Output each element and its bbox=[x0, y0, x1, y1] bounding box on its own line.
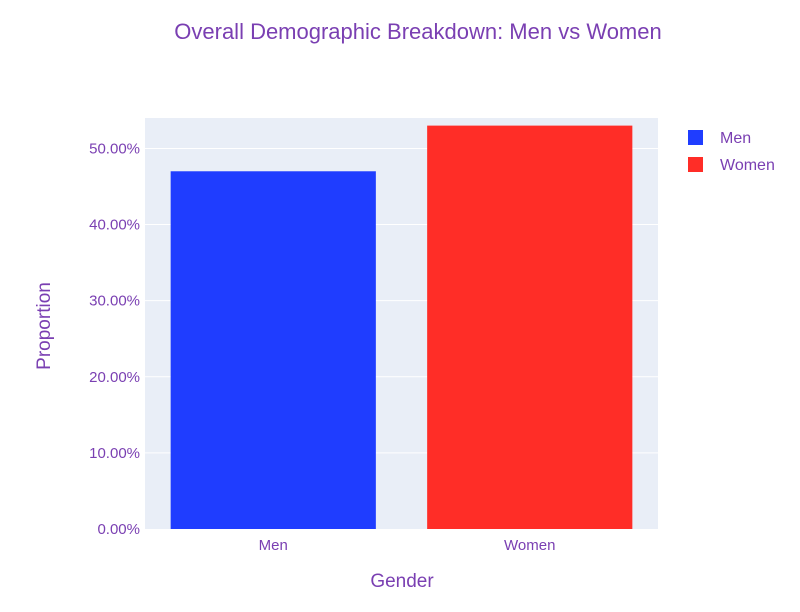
x-axis-label: Gender bbox=[370, 571, 434, 592]
chart-title: Overall Demographic Breakdown: Men vs Wo… bbox=[174, 19, 661, 44]
legend[interactable]: Men Women bbox=[688, 130, 775, 174]
legend-swatch bbox=[688, 157, 703, 172]
bar-men[interactable] bbox=[170, 171, 376, 529]
y-tick-label: 20.00% bbox=[89, 369, 140, 386]
bars bbox=[170, 125, 633, 529]
legend-item-women[interactable]: Women bbox=[688, 157, 775, 174]
y-axis-label: Proportion bbox=[34, 282, 55, 370]
bar-women[interactable] bbox=[427, 125, 633, 529]
y-tick-label: 40.00% bbox=[89, 217, 140, 234]
y-tick-label: 50.00% bbox=[89, 140, 140, 157]
y-tick-label: 0.00% bbox=[97, 521, 140, 538]
legend-item-men[interactable]: Men bbox=[688, 130, 751, 147]
legend-label: Women bbox=[720, 157, 775, 174]
x-tick-label: Men bbox=[259, 537, 288, 554]
x-tick-label: Women bbox=[504, 537, 555, 554]
y-axis-ticks: 0.00% 10.00% 20.00% 30.00% 40.00% 50.00% bbox=[89, 140, 140, 538]
y-tick-label: 30.00% bbox=[89, 293, 140, 310]
legend-label: Men bbox=[720, 130, 751, 147]
legend-swatch bbox=[688, 130, 703, 145]
x-axis-ticks: Men Women bbox=[259, 537, 556, 554]
y-tick-label: 10.00% bbox=[89, 445, 140, 462]
